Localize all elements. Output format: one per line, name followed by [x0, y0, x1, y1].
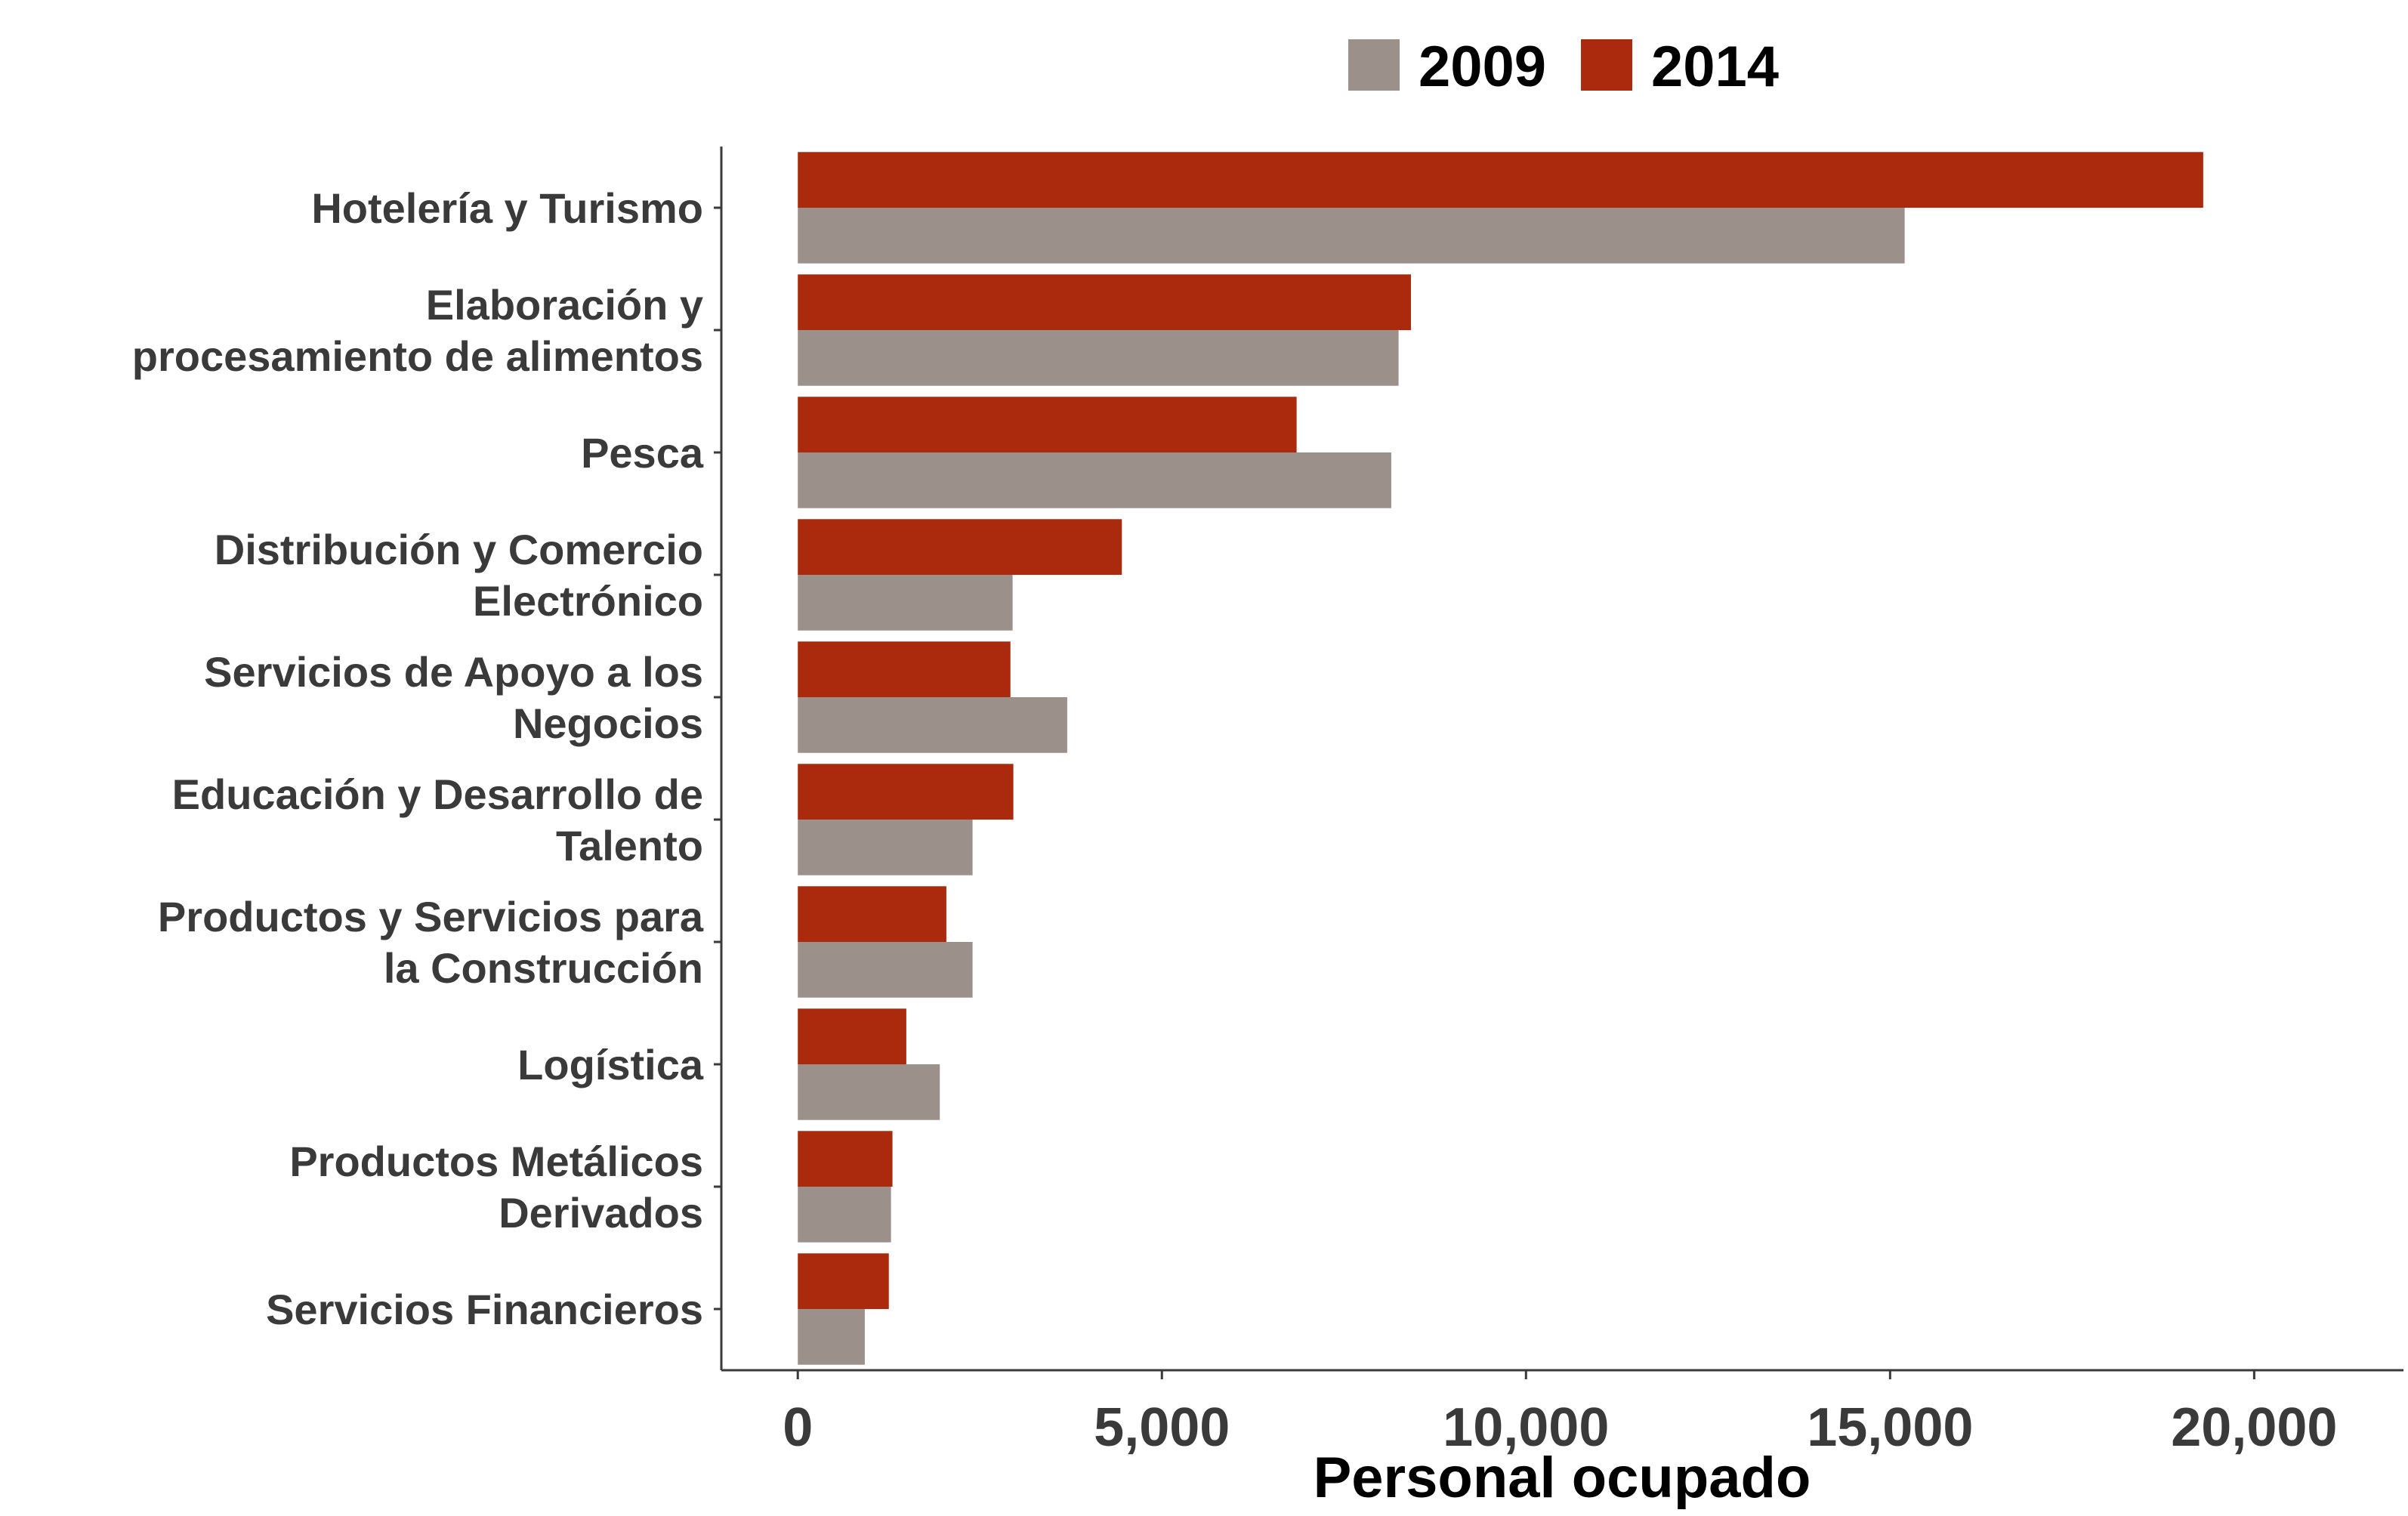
bar-2009 [798, 1064, 940, 1120]
bar-2014 [798, 1131, 893, 1187]
bar-2009 [798, 208, 1905, 264]
bar-marks [798, 152, 2203, 1365]
category-label: Educación y Desarrollo de Talento [172, 770, 703, 869]
legend-swatch-2014 [1581, 39, 1632, 91]
category-label: Elaboración y procesamiento de alimentos [132, 281, 703, 380]
x-tick-label: 0 [783, 1397, 813, 1458]
bar-2014 [798, 274, 1411, 330]
category-label: Productos y Servicios para la Construcció… [158, 893, 704, 992]
category-label: Pesca [581, 429, 704, 477]
legend-label-2014: 2014 [1651, 35, 1779, 99]
bar-2014 [798, 152, 2203, 208]
category-label: Hotelería y Turismo [311, 184, 703, 232]
x-tick-label: 10,000 [1443, 1397, 1609, 1458]
legend-swatch-2009 [1348, 39, 1400, 91]
x-tick-label: 15,000 [1807, 1397, 1973, 1458]
bar-2009 [798, 942, 973, 998]
legend: 2009 2014 [1348, 35, 1779, 99]
category-label: Servicios de Apoyo a los Negocios [204, 648, 703, 747]
bar-2009 [798, 575, 1013, 631]
bar-2014 [798, 397, 1297, 452]
x-tick-label: 20,000 [2171, 1397, 2337, 1458]
x-axis-title: Personal ocupado [1314, 1446, 1811, 1510]
category-label: Servicios Financieros [266, 1286, 703, 1333]
category-labels: Hotelería y Turismo Elaboración y procesam… [132, 184, 721, 1333]
x-axis-ticks: 0 5,000 10,000 15,000 20,000 [783, 1370, 2337, 1458]
bar-2014 [798, 1253, 889, 1309]
bar-2009 [798, 1187, 891, 1243]
bar-2009 [798, 330, 1399, 386]
category-label: Productos Metálicos Derivados [289, 1138, 703, 1237]
bar-2014 [798, 641, 1011, 697]
bar-2009 [798, 697, 1067, 753]
x-tick-label: 5,000 [1094, 1397, 1230, 1458]
bar-2014 [798, 886, 946, 942]
category-label: Distribución y Comercio Electrónico [215, 526, 703, 625]
category-label: Logística [517, 1041, 704, 1088]
bar-2009 [798, 820, 973, 875]
bar-2014 [798, 519, 1122, 575]
legend-label-2009: 2009 [1419, 35, 1546, 99]
bar-2009 [798, 452, 1391, 508]
bar-2014 [798, 1008, 906, 1064]
bar-2014 [798, 764, 1014, 820]
bar-2009 [798, 1309, 865, 1365]
